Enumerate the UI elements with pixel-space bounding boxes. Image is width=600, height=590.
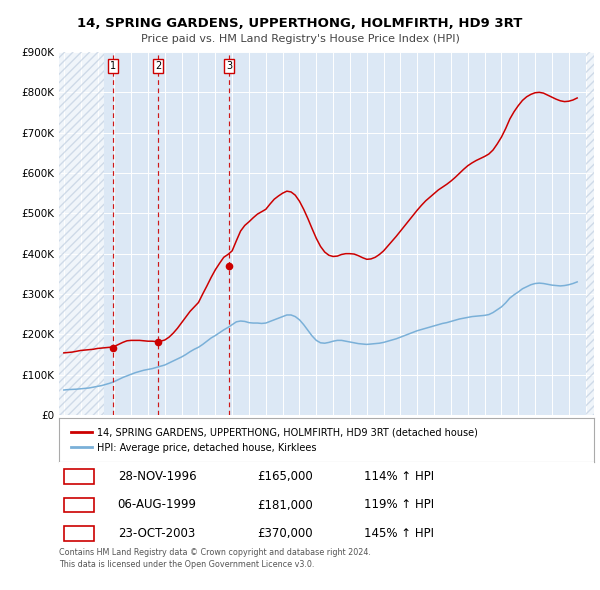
Text: £181,000: £181,000 (257, 499, 313, 512)
Text: £370,000: £370,000 (257, 527, 313, 540)
Text: Contains HM Land Registry data © Crown copyright and database right 2024.
This d: Contains HM Land Registry data © Crown c… (59, 548, 371, 569)
Text: 23-OCT-2003: 23-OCT-2003 (118, 527, 195, 540)
Text: 14, SPRING GARDENS, UPPERTHONG, HOLMFIRTH, HD9 3RT: 14, SPRING GARDENS, UPPERTHONG, HOLMFIRT… (77, 17, 523, 30)
Text: 1: 1 (75, 470, 83, 483)
Text: 06-AUG-1999: 06-AUG-1999 (118, 499, 197, 512)
Text: 1: 1 (110, 61, 116, 71)
Text: 2: 2 (75, 499, 83, 512)
FancyBboxPatch shape (64, 469, 94, 484)
Text: 114% ↑ HPI: 114% ↑ HPI (364, 470, 434, 483)
Text: 2: 2 (155, 61, 161, 71)
Text: 3: 3 (75, 527, 83, 540)
Text: 3: 3 (226, 61, 232, 71)
Legend: 14, SPRING GARDENS, UPPERTHONG, HOLMFIRTH, HD9 3RT (detached house), HPI: Averag: 14, SPRING GARDENS, UPPERTHONG, HOLMFIRT… (69, 425, 480, 455)
FancyBboxPatch shape (64, 497, 94, 513)
Text: 145% ↑ HPI: 145% ↑ HPI (364, 527, 434, 540)
Text: 28-NOV-1996: 28-NOV-1996 (118, 470, 196, 483)
FancyBboxPatch shape (64, 526, 94, 541)
Text: Price paid vs. HM Land Registry's House Price Index (HPI): Price paid vs. HM Land Registry's House … (140, 34, 460, 44)
Text: £165,000: £165,000 (257, 470, 313, 483)
Text: 119% ↑ HPI: 119% ↑ HPI (364, 499, 434, 512)
